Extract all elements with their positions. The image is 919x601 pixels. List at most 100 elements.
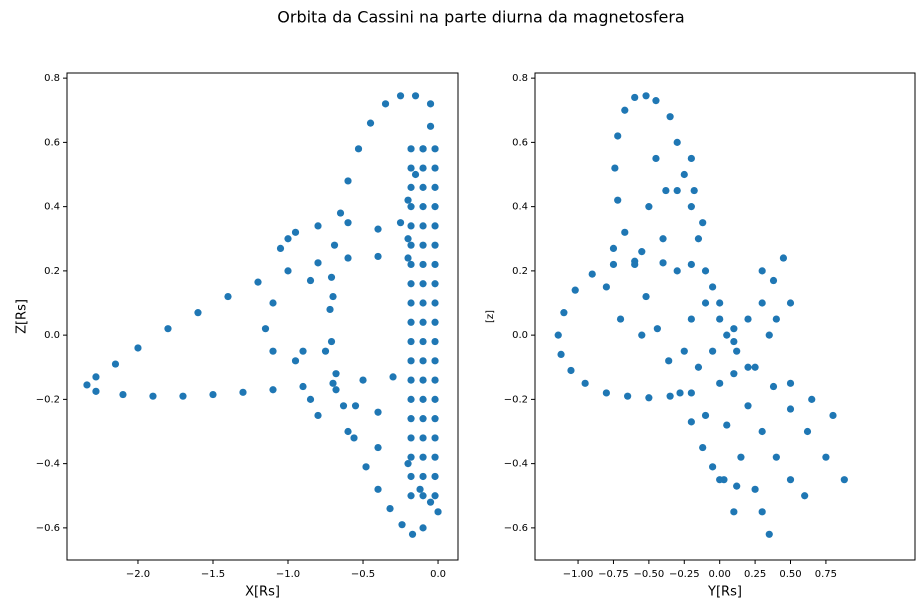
point [306, 276, 315, 285]
point [269, 386, 277, 394]
y-tick-label: −0.4 [504, 459, 528, 470]
y-tick-label: 0.8 [512, 73, 528, 84]
point [344, 254, 352, 262]
point [407, 318, 415, 326]
point [431, 472, 439, 481]
point [407, 241, 415, 249]
point [687, 315, 695, 323]
point [751, 485, 759, 493]
point [642, 292, 650, 301]
point [690, 186, 698, 195]
point [737, 453, 745, 461]
point [366, 119, 375, 127]
point [362, 463, 370, 471]
point [407, 164, 415, 172]
point [396, 219, 405, 227]
point [588, 270, 596, 278]
point [666, 113, 674, 121]
point [407, 260, 415, 269]
x-tick-label: −1.5 [201, 569, 225, 580]
point [404, 196, 412, 204]
point [386, 505, 394, 513]
y-tick-label: −0.4 [36, 459, 60, 470]
point [772, 315, 780, 323]
y-tick-label: 0.0 [512, 330, 528, 341]
point [751, 363, 759, 371]
point [758, 427, 766, 436]
point [431, 357, 439, 365]
point [332, 386, 340, 394]
axes-frame [534, 72, 916, 561]
point [699, 219, 707, 227]
point [829, 411, 837, 420]
point [321, 347, 330, 355]
point [571, 286, 579, 294]
point [653, 325, 661, 333]
point [426, 100, 435, 108]
point [404, 254, 412, 262]
y-tick-label: 0.2 [512, 266, 528, 277]
point [733, 347, 741, 355]
point [419, 357, 427, 365]
point [419, 492, 427, 500]
point [291, 228, 300, 236]
point [419, 415, 427, 423]
point [164, 325, 172, 333]
point [431, 299, 439, 307]
point [284, 267, 292, 275]
point [419, 241, 427, 249]
point [426, 498, 435, 506]
point [645, 394, 653, 402]
y-axis-label: [z] [485, 310, 496, 323]
point [431, 492, 439, 500]
point [744, 315, 752, 323]
point [744, 402, 752, 410]
point [407, 395, 415, 403]
point [801, 492, 809, 500]
point [419, 299, 427, 307]
point [638, 248, 646, 256]
point [419, 260, 427, 269]
x-tick-label: 0.50 [779, 569, 801, 580]
point [431, 183, 439, 191]
point [344, 427, 352, 436]
point [269, 299, 277, 307]
point [687, 389, 695, 397]
point [332, 370, 340, 378]
point [431, 337, 439, 346]
point [314, 411, 322, 420]
point [701, 411, 710, 420]
point [431, 376, 439, 384]
point [786, 405, 795, 413]
point [665, 357, 673, 365]
y-tick-label: −0.2 [504, 394, 528, 405]
point [291, 357, 300, 365]
x-tick-label: −0.50 [634, 569, 665, 580]
point [407, 203, 415, 211]
point [611, 164, 619, 172]
point [709, 347, 717, 355]
point [701, 267, 710, 275]
point [407, 415, 415, 423]
point [602, 389, 610, 397]
x-tick-label: −0.5 [351, 569, 375, 580]
point [769, 276, 778, 285]
point [149, 392, 157, 400]
point [431, 280, 439, 288]
point [431, 260, 439, 269]
plot [554, 92, 848, 538]
point [407, 472, 415, 481]
point [239, 388, 247, 396]
point [419, 395, 427, 403]
point [419, 524, 427, 532]
point [134, 344, 142, 352]
point [716, 315, 724, 323]
point [687, 418, 695, 426]
point [701, 299, 710, 307]
y-tick-label: 0.2 [44, 266, 60, 277]
point [680, 347, 688, 355]
point [179, 392, 187, 400]
point [772, 453, 780, 461]
point [92, 373, 100, 381]
point [744, 363, 752, 371]
